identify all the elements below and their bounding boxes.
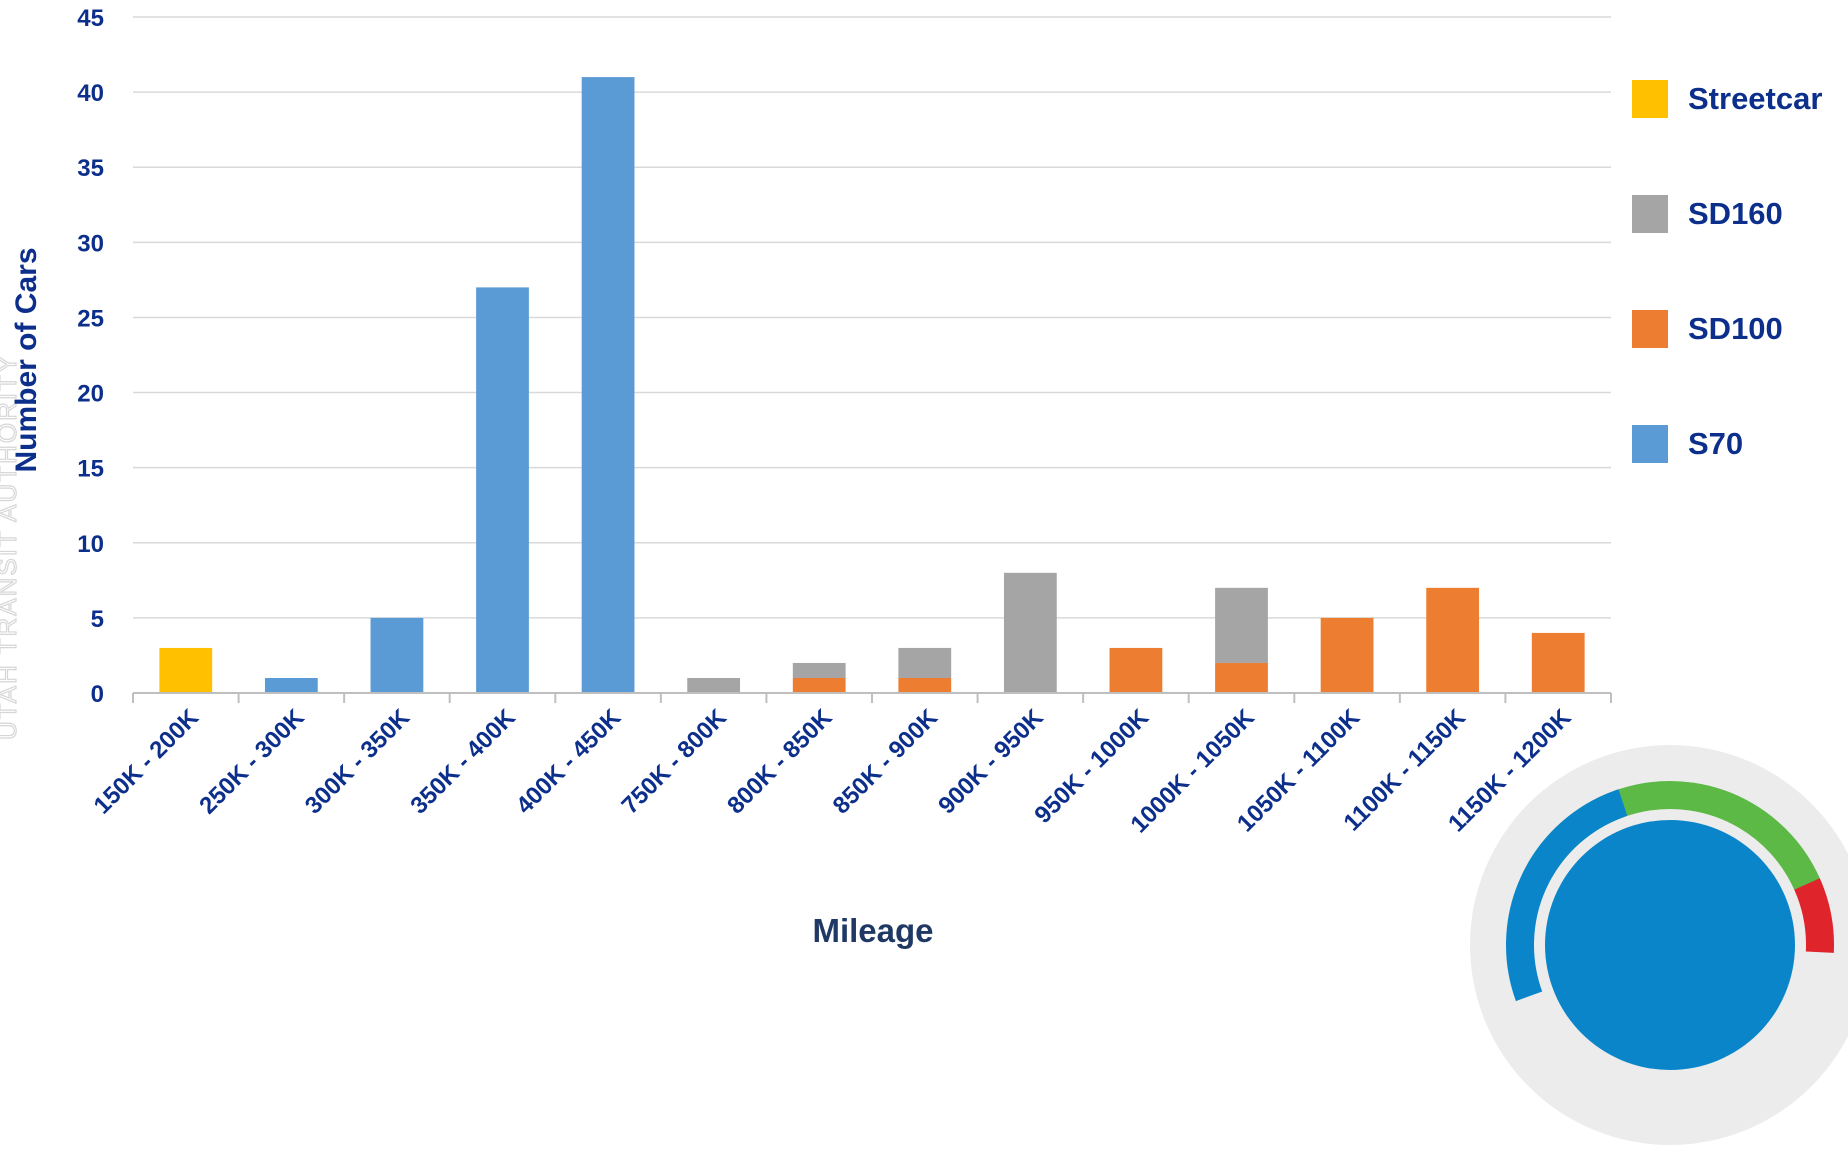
gridlines (133, 16, 1611, 619)
bar-sd100-11 (1320, 617, 1374, 693)
bar-sd160-10 (1215, 587, 1268, 663)
x-tick-label: 900K - 950K (933, 704, 1049, 820)
bar-s70-3 (476, 287, 529, 693)
bar-sd100-12 (1426, 587, 1480, 693)
x-tick-label: 850K - 900K (828, 704, 944, 820)
bars (159, 77, 1585, 694)
x-axis-label: Mileage (812, 912, 934, 949)
x-tick-label: 150K - 200K (89, 704, 205, 820)
y-tick-label: 0 (91, 681, 104, 708)
bar-sd160-6 (792, 662, 846, 678)
legend-swatch (1632, 310, 1668, 348)
y-axis-label: Number of Cars (10, 247, 43, 473)
svg-text:UTAH TRANSIT AUTHORITY: UTAH TRANSIT AUTHORITY (0, 354, 22, 740)
bar-sd100-10 (1215, 662, 1268, 693)
legend-label: S70 (1688, 426, 1744, 461)
y-tick-label: 25 (77, 305, 104, 332)
bar-s70-4 (581, 77, 635, 694)
y-tick-label: 15 (77, 456, 104, 483)
bar-s70-2 (370, 617, 424, 693)
x-tick-label: 350K - 400K (405, 704, 521, 820)
bar-streetcar-0 (159, 647, 213, 693)
bar-sd160-8 (1003, 572, 1057, 693)
bar-sd160-5 (687, 677, 741, 693)
bar-sd100-9 (1109, 647, 1163, 693)
uta-logo-icon (1470, 745, 1848, 1145)
legend-label: SD160 (1688, 196, 1783, 231)
y-tick-label: 30 (77, 230, 104, 257)
y-tick-label: 35 (77, 155, 104, 182)
x-tick-label: 750K - 800K (617, 704, 733, 820)
y-tick-label: 10 (77, 531, 104, 558)
bar-s70-1 (264, 677, 318, 693)
legend-swatch (1632, 195, 1668, 233)
x-tick-label: 250K - 300K (194, 704, 310, 820)
y-axis-ticks: 0 5 10 15 20 25 30 35 40 45 (77, 5, 104, 708)
bar-sd100-7 (898, 677, 952, 693)
watermark-logo-text: UTAH TRANSIT AUTHORITY (0, 353, 22, 740)
y-tick-label: 20 (77, 381, 104, 408)
x-axis (132, 692, 1612, 703)
y-tick-label: 40 (77, 80, 104, 107)
legend-swatch (1632, 80, 1668, 118)
legend-label: Streetcar (1688, 81, 1823, 116)
x-tick-label: 400K - 450K (511, 704, 627, 820)
legend-swatch (1632, 425, 1668, 463)
bar-sd100-13 (1531, 632, 1585, 693)
y-tick-label: 5 (91, 606, 104, 633)
bar-sd160-7 (898, 647, 952, 678)
x-tick-label: 300K - 350K (300, 704, 416, 820)
bar-sd100-6 (792, 677, 846, 693)
x-tick-label: 800K - 850K (722, 704, 838, 820)
legend-label: SD100 (1688, 311, 1783, 346)
y-tick-label: 45 (77, 5, 104, 32)
